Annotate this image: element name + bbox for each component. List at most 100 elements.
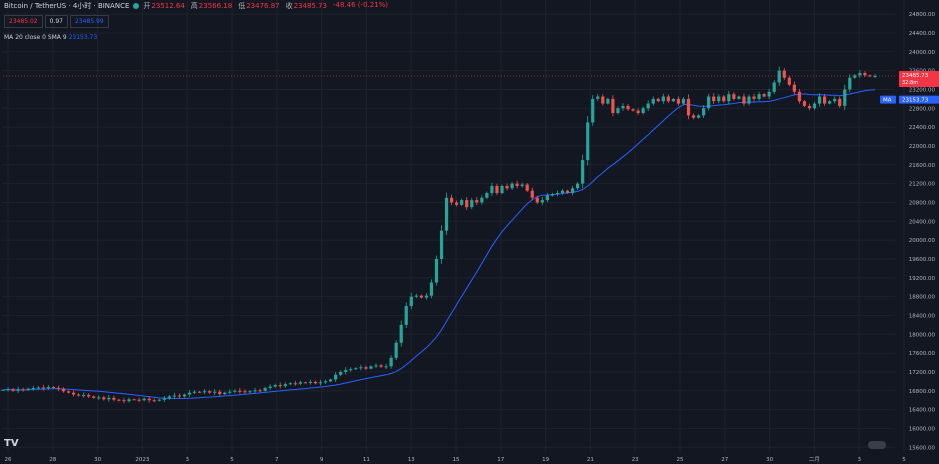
candle-body <box>308 381 313 383</box>
candle-body <box>354 368 358 370</box>
y-tick-label: 19200.00 <box>909 276 936 282</box>
indicator-name: MA 20 close 0 SMA 9 <box>4 34 67 41</box>
candle-body <box>772 82 776 92</box>
price-axis[interactable]: 15600.00 16000.00 16400.00 16800.00 17200.00… <box>909 12 936 451</box>
y-tick-label: 22400.00 <box>909 125 936 131</box>
candle-body <box>414 295 418 297</box>
candle-body <box>535 197 539 203</box>
candle-body <box>863 72 867 76</box>
candle-body <box>71 392 76 395</box>
candle-body <box>596 96 600 99</box>
candle-body <box>228 391 232 393</box>
y-tick-label: 24400.00 <box>909 31 936 37</box>
candle-body <box>233 390 237 392</box>
candle-body <box>651 98 655 104</box>
candle-body <box>530 190 534 198</box>
candle-body <box>374 365 378 367</box>
candle-body <box>737 96 741 99</box>
candle-body <box>480 197 484 203</box>
ma-price-badge <box>899 95 939 104</box>
y-tick-label: 21200.00 <box>909 182 936 188</box>
candle-body <box>717 96 721 102</box>
candle-body <box>540 200 544 203</box>
candle-body <box>87 395 91 397</box>
x-tick-label: 11 <box>363 457 370 463</box>
candle-body <box>742 96 746 104</box>
candle-body <box>203 391 207 393</box>
x-tick-label: 26 <box>5 457 12 463</box>
candle-body <box>671 98 675 102</box>
candle-body <box>681 98 686 104</box>
x-tick-label: 17 <box>497 457 504 463</box>
candle-body <box>389 357 393 367</box>
candle-body <box>455 202 459 205</box>
candle-body <box>313 381 318 384</box>
close-value: 收23485.73 <box>285 2 328 10</box>
candle-body <box>11 389 15 391</box>
candle-body <box>621 105 625 109</box>
candle-body <box>460 200 464 205</box>
us-flag-icon[interactable] <box>868 441 886 449</box>
y-tick-label: 20400.00 <box>909 219 936 225</box>
candle-body <box>696 115 701 118</box>
grid <box>2 0 905 452</box>
candle-body <box>429 282 434 296</box>
candle-body <box>172 395 176 397</box>
candle-body <box>1 389 5 391</box>
candle-body <box>515 183 519 186</box>
candle-body <box>248 391 252 393</box>
moving-average-line <box>2 89 876 399</box>
candle-body <box>243 391 247 393</box>
indicator-legend[interactable]: MA 20 close 0 SMA 9 23153.73 <box>4 34 97 41</box>
candle-body <box>712 96 716 102</box>
candle-body <box>792 84 796 92</box>
candle-body <box>560 190 565 194</box>
candle-body <box>66 391 71 393</box>
time-axis[interactable]: 26 28 30 2023 3 5 7 9 11 13 15 17 19 21 23 25 27 30 二月 3 5 <box>5 456 907 463</box>
x-tick-label: 5 <box>230 457 234 463</box>
candle-body <box>722 96 726 102</box>
candle-body <box>853 75 857 78</box>
x-tick-label: 30 <box>94 457 101 463</box>
candle-body <box>631 109 635 111</box>
candle-body <box>263 387 267 391</box>
open-value: 开23512.64 <box>143 2 185 10</box>
candle-body <box>26 388 30 391</box>
candle-body <box>318 382 323 384</box>
candle-body <box>258 390 262 392</box>
candle-body <box>873 75 877 77</box>
tradingview-logo-icon[interactable]: TV <box>4 438 19 449</box>
candle-body <box>576 183 580 189</box>
candle-body <box>213 391 217 393</box>
last-price-badge <box>899 70 939 87</box>
candle-body <box>112 397 116 400</box>
candle-body <box>298 382 302 384</box>
symbol-title[interactable]: Bitcoin / TetherUS · 4小时 · BINANCE <box>4 2 130 10</box>
candle-body <box>475 200 479 203</box>
candle-body <box>777 70 781 83</box>
y-tick-label: 22800.00 <box>909 106 936 112</box>
candle-body <box>329 379 333 382</box>
candle-body <box>450 197 454 203</box>
candle-body <box>339 371 343 375</box>
candle-body <box>288 383 292 385</box>
market-status-icon <box>133 3 140 9</box>
candle-body <box>434 258 439 283</box>
candle-body <box>21 389 25 391</box>
candle-body <box>782 70 786 78</box>
candle-body <box>31 387 35 389</box>
last-price-label: 23485.73 <box>902 73 929 79</box>
sell-button[interactable]: 23485.02 <box>4 15 43 28</box>
x-tick-label: 25 <box>677 457 684 463</box>
y-tick-label: 18000.00 <box>909 332 936 338</box>
buy-button[interactable]: 23485.99 <box>70 15 109 28</box>
candle-body <box>757 94 761 99</box>
y-tick-label: 18800.00 <box>909 295 936 301</box>
candle-body <box>253 390 257 392</box>
candle-body <box>656 98 660 102</box>
y-tick-label: 18400.00 <box>909 313 936 319</box>
candle-body <box>641 108 645 113</box>
change-value: -48.46 (-0.21%) <box>333 1 389 9</box>
